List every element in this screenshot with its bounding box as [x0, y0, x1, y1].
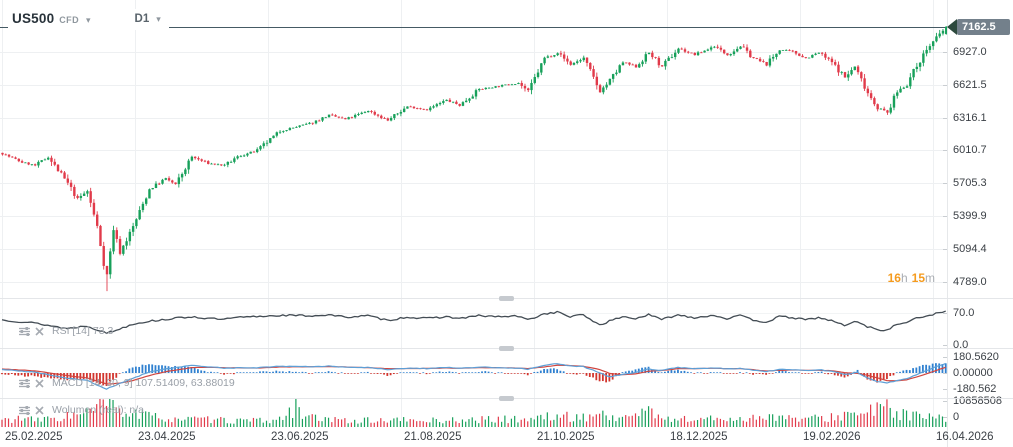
- close-icon[interactable]: [35, 378, 44, 388]
- price-tick-label: 6010.7: [953, 144, 987, 156]
- countdown-hours: 16: [887, 271, 901, 285]
- panel-resize-handle[interactable]: [499, 346, 514, 351]
- close-icon[interactable]: [35, 326, 44, 336]
- price-tick-label: 5705.3: [953, 177, 987, 189]
- volume-tick-label: 0: [953, 411, 960, 423]
- close-icon[interactable]: [35, 405, 44, 415]
- chevron-down-icon[interactable]: ▾: [156, 13, 161, 24]
- symbol-label: US500: [12, 11, 55, 26]
- chart-header: US500 CFD ▾ D1 ▾: [8, 9, 169, 30]
- countdown-minutes: 15: [911, 271, 925, 285]
- price-tick-label: 5094.4: [953, 243, 987, 255]
- time-tick-label: 21.10.2025: [537, 431, 595, 443]
- panel-resize-handle[interactable]: [499, 396, 514, 401]
- current-price-badge: 7162.5: [947, 19, 1010, 35]
- volume-panel-header: Wolumen (real): n/a: [19, 403, 144, 417]
- countdown-minutes-unit: m: [925, 271, 935, 285]
- candle-countdown: 16h 15m: [888, 271, 935, 285]
- volume-tick-label: 10858508: [953, 395, 1002, 407]
- time-tick-label: 19.02.2026: [803, 431, 861, 443]
- price-tick-label: 6927.0: [953, 46, 987, 58]
- time-tick-label: 25.02.2025: [5, 431, 63, 443]
- price-axis-border: [947, 0, 948, 447]
- rsi-label: RSI [14] 73.3: [52, 325, 114, 337]
- current-price-value: 7162.5: [957, 19, 1010, 35]
- time-tick-label: 18.12.2025: [670, 431, 728, 443]
- price-tick-label: 6316.1: [953, 112, 987, 124]
- rsi-panel-header: RSI [14] 73.3: [19, 324, 113, 338]
- macd-tick-label: 180.5620: [953, 351, 999, 363]
- macd-tick-label: 0.00000: [953, 367, 993, 379]
- time-tick-label: 21.08.2025: [404, 431, 462, 443]
- price-pointer-icon: [947, 19, 957, 35]
- timeframe-label: D1: [134, 12, 150, 25]
- rsi-tick-label: 70.0: [953, 307, 975, 319]
- indicator-settings-icon[interactable]: [19, 326, 30, 337]
- price-tick-label: 6621.5: [953, 79, 987, 91]
- price-tick-label: 4789.0: [953, 276, 987, 288]
- time-tick-label: 23.04.2025: [138, 431, 196, 443]
- symbol-selector[interactable]: US500 CFD ▾: [12, 11, 91, 26]
- macd-panel-header: MACD [14, 30, 9] 107.51409, 63.88019: [19, 376, 235, 390]
- volume-label: Wolumen (real): n/a: [52, 404, 145, 416]
- timeframe-selector[interactable]: D1 ▾: [135, 13, 161, 25]
- indicator-settings-icon[interactable]: [19, 378, 30, 389]
- macd-tick-label: -180.562: [953, 383, 997, 395]
- price-tick-label: 5399.9: [953, 210, 987, 222]
- panel-resize-handle[interactable]: [499, 296, 514, 301]
- instrument-type-label: CFD: [59, 15, 79, 25]
- time-tick-label: 16.04.2026: [936, 431, 994, 443]
- countdown-hours-unit: h: [900, 271, 908, 285]
- macd-label: MACD [14, 30, 9] 107.51409, 63.88019: [52, 377, 235, 389]
- indicator-settings-icon[interactable]: [19, 405, 30, 416]
- chevron-down-icon[interactable]: ▾: [85, 15, 91, 25]
- time-tick-label: 23.06.2025: [271, 431, 329, 443]
